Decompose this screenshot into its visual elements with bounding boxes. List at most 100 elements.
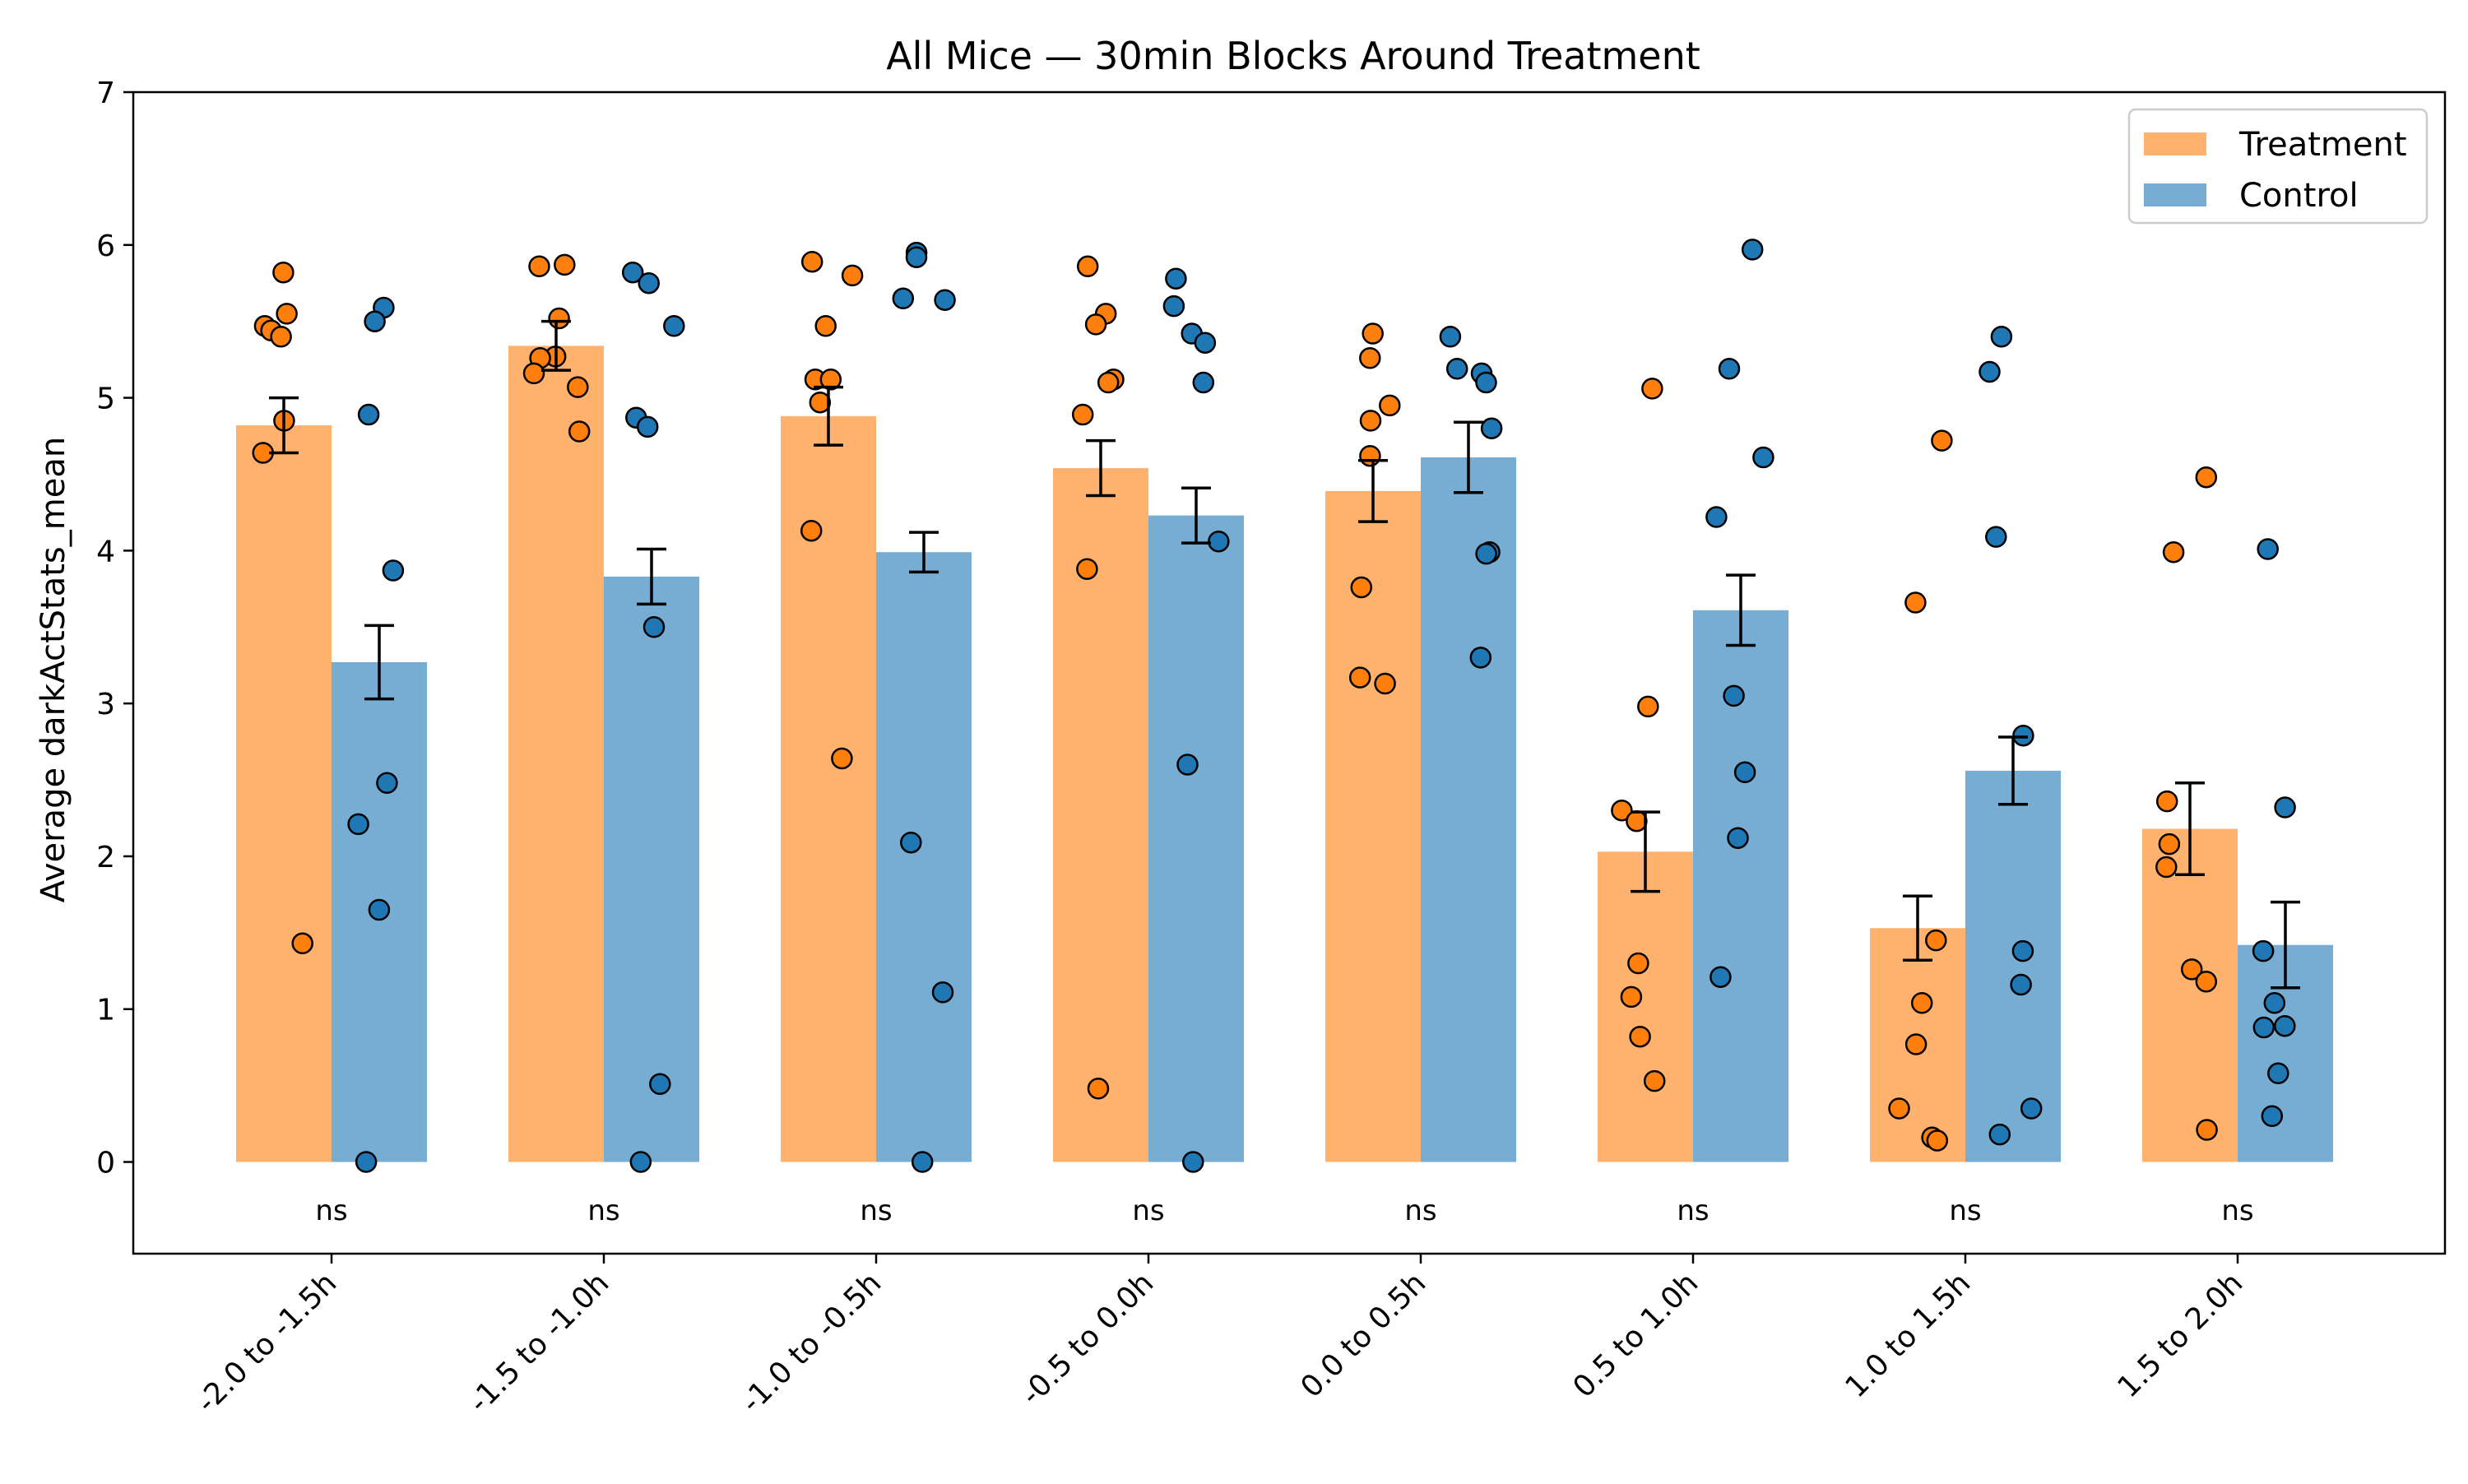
- data-point-treatment: [1904, 591, 1927, 614]
- y-tick-label: 4: [96, 535, 115, 568]
- data-point-control: [621, 261, 644, 284]
- data-point-treatment: [2195, 466, 2218, 489]
- data-point-control: [357, 403, 380, 426]
- data-point-treatment: [554, 253, 576, 276]
- bar-control: [876, 552, 972, 1162]
- significance-label: ns: [2221, 1194, 2253, 1227]
- data-point-control: [382, 559, 405, 582]
- data-point-control: [1469, 647, 1492, 669]
- data-point-control: [649, 1073, 671, 1096]
- data-point-treatment: [1925, 929, 1947, 952]
- data-point-treatment: [1926, 1129, 1949, 1152]
- category-group: ns: [2142, 466, 2333, 1227]
- plot-frame: [132, 90, 2447, 1255]
- data-point-control: [2267, 1062, 2289, 1085]
- data-point-control: [663, 315, 685, 337]
- data-point-control: [2274, 1014, 2296, 1037]
- legend-swatch-treatment: [2144, 132, 2206, 155]
- data-point-treatment: [1076, 558, 1098, 580]
- data-point-control: [2263, 992, 2286, 1014]
- data-point-control: [1176, 754, 1199, 776]
- data-point-treatment: [522, 362, 545, 385]
- data-point-treatment: [1359, 444, 1381, 467]
- legend-label-control: Control: [2239, 177, 2359, 215]
- chart-title: All Mice — 30min Blocks Around Treatment: [886, 34, 1700, 78]
- y-tick-label: 2: [96, 841, 115, 874]
- data-point-control: [1990, 326, 2013, 348]
- data-point-treatment: [814, 315, 837, 337]
- data-point-treatment: [548, 307, 570, 330]
- legend: Treatment Control: [2127, 108, 2429, 225]
- data-point-treatment: [1611, 799, 1633, 822]
- y-tick-label: 5: [96, 383, 115, 416]
- bar-treatment: [1325, 490, 1421, 1162]
- data-point-control: [355, 1151, 378, 1173]
- data-point-control: [2274, 796, 2296, 819]
- significance-label: ns: [1677, 1194, 1709, 1227]
- category-group: ns: [236, 261, 427, 1227]
- significance-label: ns: [1132, 1194, 1164, 1227]
- bar-treatment: [1598, 851, 1693, 1162]
- data-point-treatment: [809, 391, 832, 414]
- data-point-control: [905, 246, 928, 268]
- data-point-control: [911, 1151, 934, 1173]
- data-point-control: [1752, 446, 1774, 469]
- y-tick-label: 6: [96, 230, 115, 263]
- data-point-treatment: [1641, 378, 1663, 400]
- y-tick-label: 0: [96, 1147, 115, 1180]
- data-point-treatment: [1071, 403, 1094, 426]
- significance-label: ns: [1949, 1194, 1981, 1227]
- bar-treatment: [781, 415, 876, 1162]
- data-point-control: [368, 898, 391, 921]
- data-point-treatment: [2195, 971, 2218, 993]
- data-point-control: [2261, 1105, 2284, 1128]
- significance-label: ns: [1404, 1194, 1436, 1227]
- data-point-treatment: [1097, 371, 1120, 394]
- data-point-treatment: [2162, 540, 2185, 563]
- bar-control: [604, 576, 699, 1162]
- data-point-treatment: [2196, 1119, 2218, 1141]
- data-point-control: [2257, 538, 2279, 560]
- bar-treatment: [1053, 468, 1148, 1162]
- data-point-control: [1710, 966, 1732, 988]
- data-point-treatment: [1904, 1033, 1928, 1055]
- data-point-treatment: [1362, 322, 1384, 345]
- data-point-control: [1208, 530, 1230, 553]
- data-point-control: [636, 415, 659, 438]
- bar-treatment: [236, 425, 332, 1162]
- data-point-treatment: [819, 369, 842, 391]
- data-point-treatment: [1626, 809, 1648, 832]
- data-point-control: [1445, 358, 1468, 380]
- data-point-control: [2252, 939, 2275, 962]
- data-point-control: [1733, 761, 1756, 784]
- data-point-control: [638, 271, 660, 294]
- significance-label: ns: [860, 1194, 892, 1227]
- data-point-control: [900, 831, 922, 854]
- data-point-treatment: [528, 255, 550, 278]
- data-point-treatment: [1359, 410, 1382, 432]
- bar-control: [1965, 770, 2061, 1162]
- data-point-control: [2010, 973, 2032, 996]
- data-point-treatment: [276, 303, 298, 325]
- data-point-treatment: [1643, 1069, 1666, 1092]
- data-point-control: [1723, 684, 1745, 707]
- data-point-control: [934, 289, 956, 311]
- category-group: ns: [781, 241, 972, 1227]
- data-point-treatment: [1888, 1097, 1910, 1120]
- data-point-control: [1475, 371, 1497, 394]
- y-tick-label: 1: [96, 994, 115, 1027]
- data-point-treatment: [2158, 832, 2181, 856]
- data-point-control: [1475, 542, 1497, 565]
- data-point-treatment: [1931, 429, 1953, 452]
- data-point-control: [1741, 239, 1764, 261]
- data-point-control: [1727, 827, 1749, 849]
- data-point-treatment: [1379, 394, 1401, 417]
- data-point-control: [931, 981, 954, 1004]
- bar-treatment: [508, 345, 604, 1162]
- data-point-treatment: [841, 264, 864, 287]
- data-point-control: [364, 310, 386, 332]
- data-point-treatment: [272, 261, 295, 284]
- data-point-treatment: [1087, 1078, 1110, 1100]
